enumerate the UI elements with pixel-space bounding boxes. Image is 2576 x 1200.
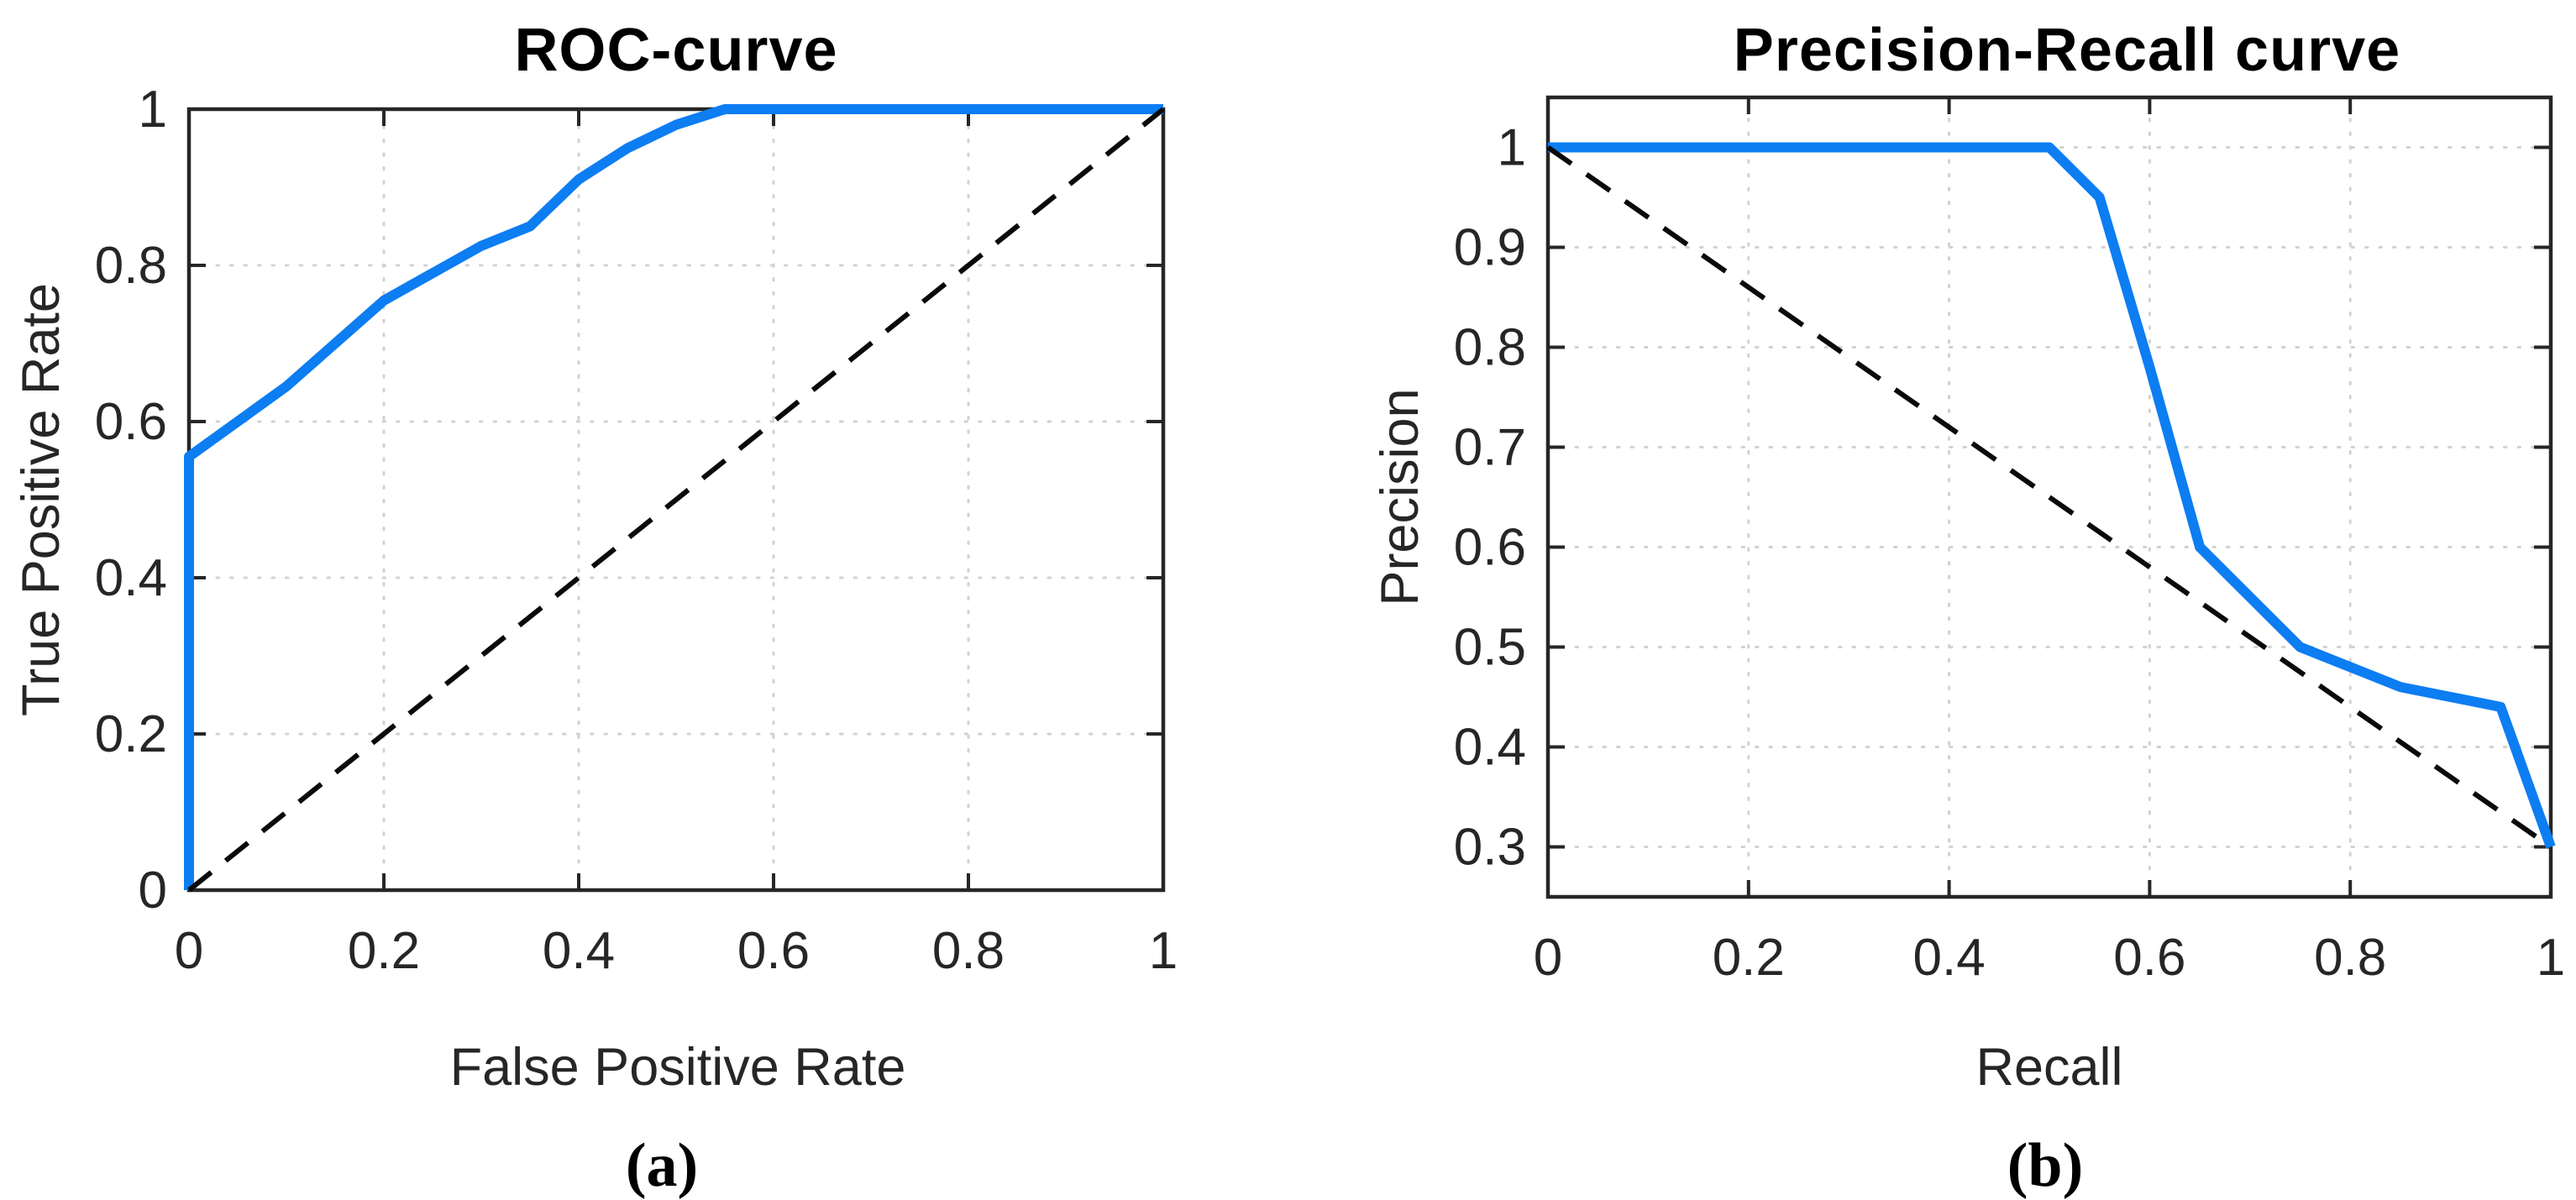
y-tick-label: 0 — [139, 862, 167, 920]
x-tick-label: 0.6 — [737, 922, 810, 980]
roc-xaxis-label: False Positive Rate — [450, 1038, 906, 1097]
baseline-diagonal-line — [1546, 145, 2552, 849]
y-tick-label: 0.4 — [1454, 719, 1526, 777]
x-tick-label: 1 — [2537, 929, 2565, 987]
y-tick-label: 1 — [1498, 119, 1526, 177]
x-tick-label: 0.4 — [1912, 929, 1985, 987]
y-tick-label: 0.3 — [1454, 819, 1526, 877]
panel-a-label: (a) — [626, 1131, 698, 1200]
x-tick-label: 0.2 — [348, 922, 420, 980]
y-tick-label: 0.2 — [95, 705, 167, 763]
x-tick-label: 0 — [1534, 929, 1562, 987]
y-tick-label: 0.8 — [1454, 319, 1526, 377]
y-tick-label: 0.5 — [1454, 619, 1526, 677]
x-tick-label: 0.8 — [932, 922, 1005, 980]
x-tick-label: 0.4 — [543, 922, 615, 980]
y-tick-label: 1 — [139, 81, 167, 139]
y-tick-label: 0.4 — [95, 549, 167, 607]
pr-xaxis-label: Recall — [1975, 1038, 2122, 1097]
axes-border — [1545, 95, 2553, 899]
x-tick-label: 0.8 — [2314, 929, 2386, 987]
precision-recall-curve-line — [1548, 142, 2556, 849]
x-tick-label: 0.2 — [1713, 929, 1785, 987]
y-tick-label: 0.9 — [1454, 219, 1526, 277]
x-tick-label: 1 — [1149, 922, 1178, 980]
pr-yaxis-label: Precision — [1371, 388, 1430, 605]
y-tick-label: 0.8 — [95, 237, 167, 295]
chance-diagonal-line — [187, 107, 1165, 893]
y-tick-label: 0.6 — [1454, 519, 1526, 577]
x-tick-label: 0 — [175, 922, 203, 980]
y-tick-label: 0.7 — [1454, 419, 1526, 477]
pr-chart-title: Precision-Recall curve — [1734, 17, 2400, 84]
precision-recall-chart: Precision-Recall curve Recall Precision … — [1371, 17, 2565, 1200]
panel-b-label: (b) — [2007, 1131, 2083, 1200]
y-tick-label: 0.6 — [95, 393, 167, 451]
roc-chart: ROC-curve False Positive Rate True Posit… — [12, 17, 1178, 1200]
roc-chart-title: ROC-curve — [514, 17, 837, 84]
x-tick-label: 0.6 — [2113, 929, 2185, 987]
roc-yaxis-label: True Positive Rate — [12, 283, 71, 716]
roc-curve-line — [184, 104, 1163, 890]
